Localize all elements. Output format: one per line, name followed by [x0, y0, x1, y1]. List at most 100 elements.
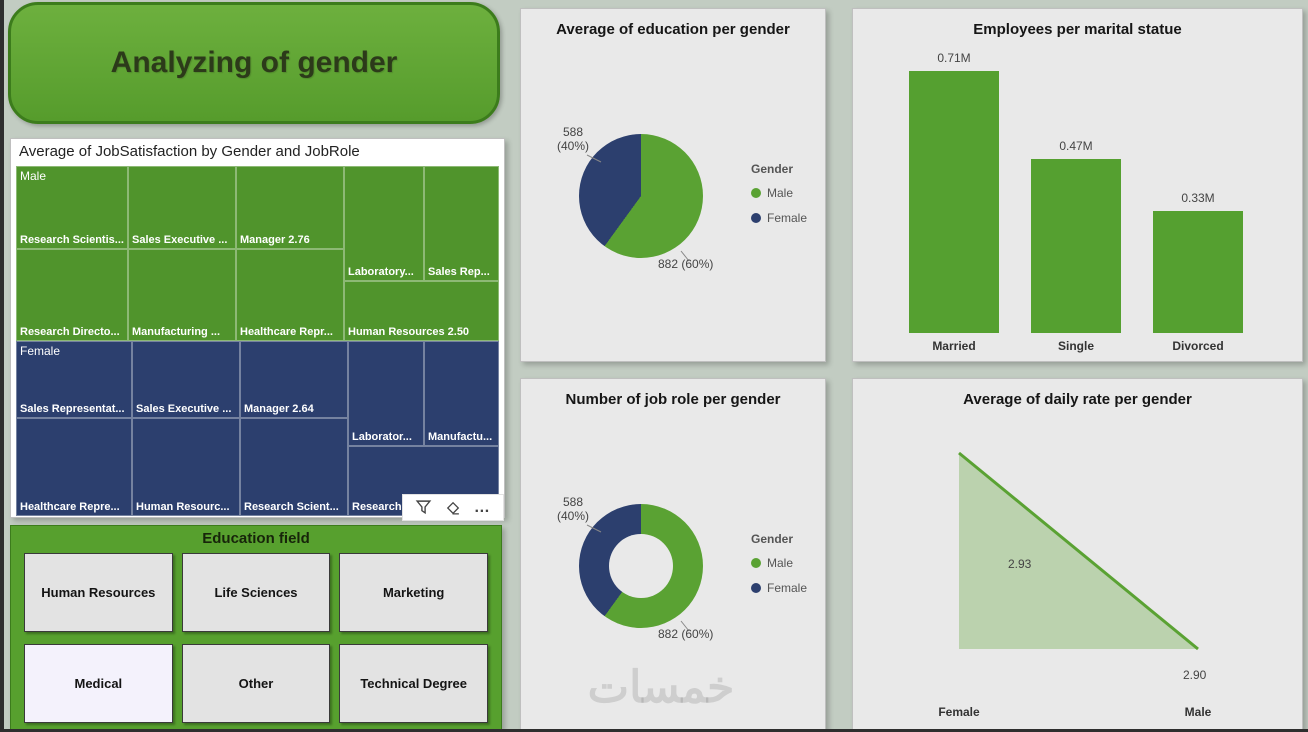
pie-chart-panel: Average of education per gender 588 (40%…	[520, 8, 826, 362]
treemap-cell-female-healthcare-rep[interactable]: Healthcare Repre...	[16, 418, 132, 516]
treemap-cell-label: Manager 2.64	[244, 403, 314, 415]
page-title: Analyzing of gender	[110, 46, 398, 79]
education-filter-title: Education field	[202, 530, 310, 547]
treemap-cell-male-research-scientist[interactable]: Research Scientis...	[16, 166, 128, 249]
treemap-cell-female-human-resources[interactable]: Human Resourc...	[132, 418, 240, 516]
treemap-cell-female-sales-executive[interactable]: Sales Executive ...	[132, 341, 240, 418]
bar-category-divorced: Divorced	[1172, 339, 1224, 353]
eraser-icon[interactable]	[444, 499, 461, 516]
watermark: خمسات	[587, 663, 735, 712]
treemap-cell-label: Laborator...	[352, 431, 412, 443]
bar-value-single: 0.47M	[1059, 139, 1093, 153]
pie-label-female: 588 (40%)	[556, 125, 589, 153]
donut-chart-panel: Number of job role per gender 588 (40%) …	[520, 378, 826, 732]
treemap-cell-male-healthcare-rep[interactable]: Healthcare Repr...	[236, 249, 344, 341]
legend-item-male[interactable]: Male	[751, 556, 807, 570]
window-edge-bottom	[0, 729, 1308, 732]
filter-button-marketing[interactable]: Marketing	[339, 553, 488, 632]
treemap-group-label-male: Male	[20, 169, 47, 183]
filter-button-medical[interactable]: Medical	[24, 644, 173, 723]
treemap-cell-label: Sales Executive ...	[136, 403, 232, 415]
education-filter-panel: Education field Human Resources Life Sci…	[10, 525, 502, 730]
dashboard-title-banner: Analyzing of gender	[8, 2, 500, 124]
treemap-cell-label: Research Directo...	[20, 326, 120, 338]
legend-label: Male	[767, 186, 794, 200]
legend-title: Gender	[751, 162, 794, 176]
male-color-swatch	[751, 188, 761, 198]
treemap-cell-female-research[interactable]: Research ...	[348, 446, 499, 516]
bar-married[interactable]	[909, 71, 999, 333]
area-chart[interactable]	[853, 379, 1304, 732]
treemap-cell-male-manager[interactable]: Manager 2.76	[236, 166, 344, 249]
legend-item-female[interactable]: Female	[751, 581, 807, 595]
treemap-cell-label: Research Scient...	[244, 501, 339, 513]
filter-button-life-sciences[interactable]: Life Sciences	[181, 553, 331, 632]
treemap-cell-label: Human Resources 2.50	[348, 326, 470, 338]
treemap-cell-label: Sales Representat...	[20, 403, 125, 415]
legend-item-female[interactable]: Female	[751, 211, 807, 225]
treemap-visual: Average of JobSatisfaction by Gender and…	[10, 138, 505, 521]
treemap-cell-male-research-director[interactable]: Research Directo...	[16, 249, 128, 341]
donut-chart-title: Number of job role per gender	[565, 391, 781, 408]
window-edge-left	[0, 0, 4, 732]
area-category-male: Male	[1184, 705, 1212, 719]
treemap-cell-female-sales-representative[interactable]: Sales Representat...	[16, 341, 132, 418]
treemap-cell-male-human-resources[interactable]: Human Resources 2.50	[344, 281, 499, 341]
filter-button-other[interactable]: Other	[181, 644, 331, 723]
legend-label: Female	[767, 581, 808, 595]
treemap-cell-label: Manufactu...	[428, 431, 493, 443]
female-color-swatch	[751, 583, 761, 593]
treemap-cell-label: Manager 2.76	[240, 234, 310, 246]
filter-icon[interactable]	[415, 499, 432, 516]
pie-label-male: 882 (60%)	[658, 257, 714, 271]
treemap-cell-label: Laboratory...	[348, 266, 414, 278]
treemap-cell-label: Sales Rep...	[428, 266, 490, 278]
treemap-cell-label: Sales Executive ...	[132, 234, 228, 246]
area-chart-title: Average of daily rate per gender	[963, 391, 1192, 408]
treemap-cell-label: Manufacturing ...	[132, 326, 220, 338]
treemap-cell-female-manufacturing[interactable]: Manufactu...	[424, 341, 499, 446]
education-filter-grid: Human Resources Life Sciences Marketing …	[11, 553, 501, 732]
visual-header-toolbar: …	[402, 494, 504, 521]
treemap-cell-label: Healthcare Repr...	[240, 326, 333, 338]
area-category-female: Female	[938, 705, 980, 719]
bar-chart-title: Employees per marital statue	[973, 21, 1182, 38]
more-options-icon[interactable]: …	[473, 498, 491, 516]
bar-single[interactable]	[1031, 159, 1121, 333]
treemap-cell-male-sales-executive[interactable]: Sales Executive ...	[128, 166, 236, 249]
pie-legend: Gender Male Female	[751, 162, 807, 236]
donut-legend: Gender Male Female	[751, 532, 807, 606]
treemap-cell-male-manufacturing[interactable]: Manufacturing ...	[128, 249, 236, 341]
area-value-female: 2.93	[1008, 557, 1032, 571]
legend-title: Gender	[751, 532, 794, 546]
treemap-cell-male-sales-rep[interactable]: Sales Rep...	[424, 166, 499, 281]
filter-button-technical-degree[interactable]: Technical Degree	[339, 644, 488, 723]
treemap-cell-label: Human Resourc...	[136, 501, 230, 513]
bar-chart-panel: Employees per marital statue 0.71M 0.47M…	[852, 8, 1303, 362]
female-color-swatch	[751, 213, 761, 223]
legend-item-male[interactable]: Male	[751, 186, 807, 200]
treemap-cell-label: Research ...	[352, 501, 414, 513]
treemap-cell-male-laboratory[interactable]: Laboratory...	[344, 166, 424, 281]
bar-category-married: Married	[932, 339, 976, 353]
treemap: Male Female Research Scientis... Sales E…	[16, 166, 499, 516]
bar-value-divorced: 0.33M	[1181, 191, 1215, 205]
filter-button-human-resources[interactable]: Human Resources	[24, 553, 173, 632]
bar-category-single: Single	[1057, 339, 1094, 353]
treemap-group-label-female: Female	[20, 344, 61, 358]
treemap-cell-female-research-scientist[interactable]: Research Scient...	[240, 418, 348, 516]
treemap-cell-label: Research Scientis...	[20, 234, 124, 246]
treemap-cell-female-laboratory[interactable]: Laborator...	[348, 341, 424, 446]
treemap-cell-female-manager[interactable]: Manager 2.64	[240, 341, 348, 418]
treemap-cell-label: Healthcare Repre...	[20, 501, 120, 513]
bar-divorced[interactable]	[1153, 211, 1243, 333]
bar-value-married: 0.71M	[937, 51, 971, 65]
legend-label: Male	[767, 556, 794, 570]
area-value-male: 2.90	[1183, 668, 1207, 682]
donut-label-male: 882 (60%)	[658, 627, 714, 641]
area-chart-panel: Average of daily rate per gender 2.93 2.…	[852, 378, 1303, 732]
treemap-title: Average of JobSatisfaction by Gender and…	[19, 143, 360, 160]
legend-label: Female	[767, 211, 808, 225]
pie-chart-title: Average of education per gender	[556, 21, 790, 38]
